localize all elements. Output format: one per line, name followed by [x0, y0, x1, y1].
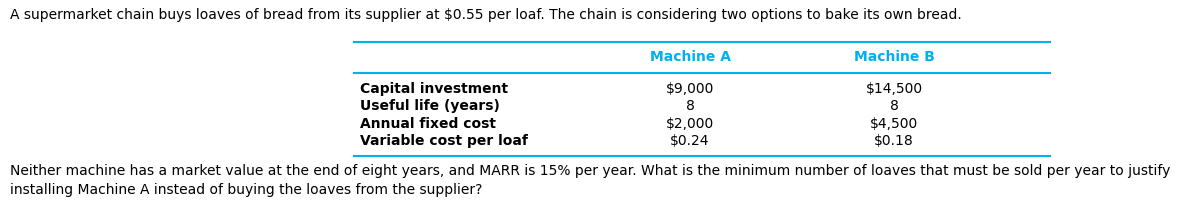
Text: 8: 8 — [889, 99, 899, 114]
Text: Capital investment: Capital investment — [360, 82, 508, 96]
Text: Neither machine has a market value at the end of eight years, and MARR is 15% pe: Neither machine has a market value at th… — [10, 164, 1170, 178]
Text: $14,500: $14,500 — [865, 82, 923, 96]
Text: $2,000: $2,000 — [666, 117, 714, 131]
Text: $4,500: $4,500 — [870, 117, 918, 131]
Text: Machine B: Machine B — [853, 50, 935, 64]
Text: 8: 8 — [685, 99, 695, 114]
Text: $0.18: $0.18 — [874, 134, 914, 148]
Text: Machine A: Machine A — [649, 50, 731, 64]
Text: installing Machine A instead of buying the loaves from the supplier?: installing Machine A instead of buying t… — [10, 183, 482, 197]
Text: $0.24: $0.24 — [671, 134, 709, 148]
Text: Variable cost per loaf: Variable cost per loaf — [360, 134, 528, 148]
Text: $9,000: $9,000 — [666, 82, 714, 96]
Text: A supermarket chain buys loaves of bread from its supplier at $0.55 per loaf. Th: A supermarket chain buys loaves of bread… — [10, 8, 961, 22]
Text: Annual fixed cost: Annual fixed cost — [360, 117, 496, 131]
Text: Useful life (years): Useful life (years) — [360, 99, 500, 114]
